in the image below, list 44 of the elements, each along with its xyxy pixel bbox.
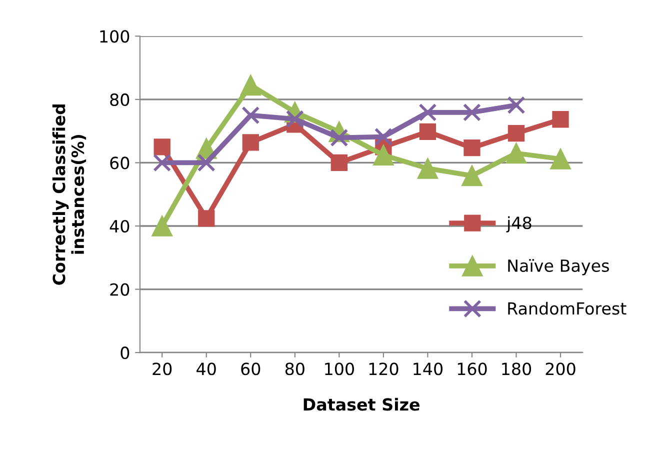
y-tick-label: 0 xyxy=(120,346,130,360)
point xyxy=(242,134,259,151)
y-axis-title: Correctly Classified instances(%) xyxy=(52,104,86,285)
point xyxy=(374,128,392,146)
point xyxy=(154,138,170,156)
point xyxy=(507,96,526,114)
point xyxy=(550,148,571,170)
x-tick-label: 20 xyxy=(152,362,172,376)
point xyxy=(464,140,480,156)
point xyxy=(506,142,527,164)
point xyxy=(330,154,348,172)
point xyxy=(286,110,304,128)
y-tick-label: 100 xyxy=(100,30,130,43)
legend-label: Naïve Bayes xyxy=(508,259,609,276)
x-tick-label: 140 xyxy=(414,362,443,376)
point xyxy=(508,124,525,142)
point xyxy=(418,103,437,122)
x-tick-label: 160 xyxy=(458,362,487,376)
point xyxy=(198,210,215,227)
y-tick-label: 80 xyxy=(110,93,130,106)
point xyxy=(242,106,260,124)
x-axis-title: Dataset Size xyxy=(304,398,420,411)
x-tick-label: 60 xyxy=(241,362,260,376)
legend-label: j48 xyxy=(506,216,532,232)
y-tick-label: 40 xyxy=(110,220,130,233)
y-tick-label: 60 xyxy=(110,156,130,170)
point xyxy=(153,154,172,172)
point xyxy=(152,216,173,236)
x-tick-label: 180 xyxy=(502,362,532,376)
point xyxy=(373,144,394,166)
point xyxy=(197,154,216,172)
x-tick-label: 120 xyxy=(369,362,398,376)
x-tick-label: 100 xyxy=(325,362,354,376)
x-tick-label: 200 xyxy=(546,362,576,376)
point xyxy=(552,111,569,128)
x-tick-label: 80 xyxy=(285,362,304,376)
point xyxy=(417,158,438,179)
x-tick-label: 40 xyxy=(196,362,216,376)
point xyxy=(240,74,262,96)
point xyxy=(419,123,436,140)
y-tick-label: 20 xyxy=(110,283,130,296)
legend-label: RandomForest xyxy=(508,302,626,315)
point xyxy=(462,103,482,122)
point xyxy=(462,165,482,186)
